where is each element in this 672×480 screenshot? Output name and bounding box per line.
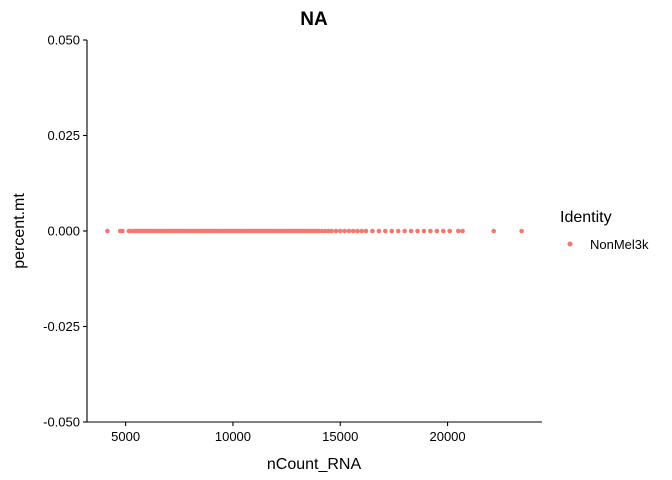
x-tick-label: 20000 [429,429,465,444]
y-axis-title: percent.mt [11,193,28,269]
data-point [342,228,347,234]
data-point [316,228,322,234]
legend: Identity NonMel3k [560,209,649,252]
data-point [421,228,427,234]
data-point [456,228,461,234]
legend-label-nonmel3k: NonMel3k [590,237,649,252]
data-point [440,228,446,234]
data-point [350,228,356,234]
data-point [355,228,360,234]
y-tick-label: 0.000 [47,224,80,239]
data-point [363,228,369,234]
data-point [395,228,401,234]
data-point [128,228,134,234]
chart-title: NA [300,9,328,30]
data-point [337,228,343,234]
y-tick-label: 0.050 [47,33,80,48]
y-tick-label: 0.025 [47,128,80,143]
data-point [346,228,352,234]
x-tick-label: 15000 [322,429,358,444]
data-point [389,228,395,234]
x-axis-ticks: 5000 10000 15000 20000 [111,422,466,444]
data-point [460,228,465,234]
x-tick-label: 5000 [111,429,140,444]
y-axis-ticks: -0.050 -0.025 0.000 0.025 0.050 [43,33,87,430]
legend-key-nonmel3k [567,241,573,247]
data-point [326,228,331,234]
data-point [428,228,433,234]
data-point [329,228,334,234]
legend-title: Identity [560,209,612,226]
data-point [434,228,440,234]
data-points [105,228,524,234]
data-point [322,228,328,234]
x-tick-label: 10000 [215,429,251,444]
data-point [447,228,453,234]
data-point [491,228,497,234]
data-point [359,228,365,234]
x-axis-title: nCount_RNA [267,456,362,473]
data-point [105,228,110,234]
data-point [415,228,420,234]
y-tick-label: -0.025 [43,319,80,334]
data-point [383,228,388,234]
y-tick-label: -0.050 [43,415,80,430]
data-point [402,228,407,234]
data-point [333,228,339,234]
data-point [408,228,414,234]
data-point [370,228,375,234]
data-point [519,228,524,234]
data-point [376,228,382,234]
data-point [319,228,325,234]
data-point [120,228,125,234]
